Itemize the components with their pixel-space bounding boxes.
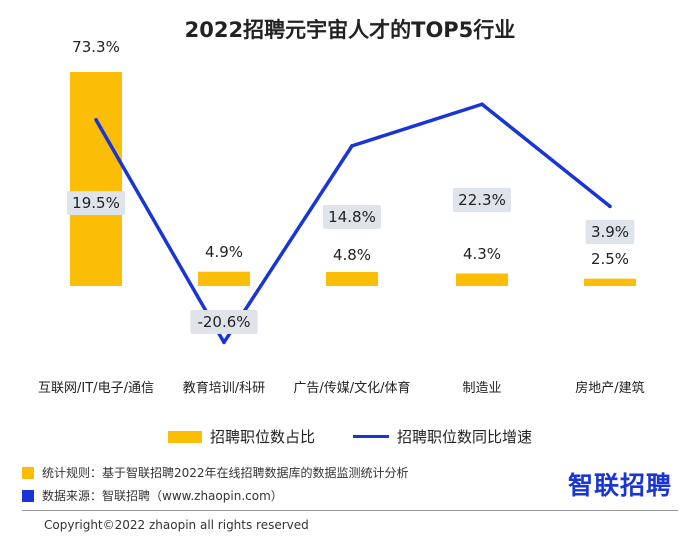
growth-point-0[interactable] xyxy=(94,117,98,122)
growth-label-0: 19.5% xyxy=(72,194,120,212)
bar-label-1: 4.9% xyxy=(205,243,243,261)
category-label-4: 房地产/建筑 xyxy=(575,380,644,396)
chart-plot: 73.3% 4.9% 4.8% 4.3% 2.5% 19.5% -20.6% 14.8% 22.… xyxy=(38,38,645,396)
bar-0[interactable] xyxy=(70,72,122,286)
footer-source: 数据来源：智联招聘（www.zhaopin.com） xyxy=(22,487,283,504)
category-label-3: 制造业 xyxy=(462,381,501,396)
legend: 招聘职位数占比 招聘职位数同比增速 xyxy=(0,426,700,447)
category-label-0: 互联网/IT/电子/通信 xyxy=(38,381,154,396)
growth-label-box-1 xyxy=(190,310,258,334)
chart-title: 2022招聘元宇宙人才的TOP5行业 xyxy=(184,18,516,42)
growth-label-2: 14.8% xyxy=(328,208,376,226)
growth-point-1[interactable] xyxy=(222,340,226,345)
category-label-1: 教育培训/科研 xyxy=(183,380,265,396)
source-marker xyxy=(22,489,34,502)
brand-logo: 智联招聘 xyxy=(567,471,672,500)
growth-label-4: 3.9% xyxy=(591,223,629,241)
legend-line-label: 招聘职位数同比增速 xyxy=(397,428,533,446)
category-label-2: 广告/传媒/文化/体育 xyxy=(293,380,410,396)
copyright: Copyright©2022 zhaopin all rights reserv… xyxy=(44,518,309,532)
growth-label-box-3 xyxy=(453,188,511,212)
growth-label-box-0 xyxy=(67,191,125,215)
legend-line-swatch xyxy=(353,435,389,438)
growth-point-2[interactable] xyxy=(350,144,354,148)
bar-label-0: 73.3% xyxy=(72,38,120,56)
growth-label-box-2 xyxy=(323,205,381,229)
footer-rule: 统计规则：基于智联招聘2022年在线招聘数据库的数据监测统计分析 xyxy=(22,464,409,481)
bar-4[interactable] xyxy=(584,278,636,286)
bar-label-2: 4.8% xyxy=(333,246,371,264)
bar-1[interactable] xyxy=(198,271,250,286)
growth-label-3: 22.3% xyxy=(458,191,506,209)
bar-label-4: 2.5% xyxy=(591,250,629,268)
growth-label-box-4 xyxy=(585,220,635,244)
legend-item-line[interactable]: 招聘职位数同比增速 xyxy=(353,426,532,447)
bar-2[interactable] xyxy=(326,271,378,286)
footer-divider xyxy=(22,510,678,511)
footer-source-text: 数据来源：智联招聘（www.zhaopin.com） xyxy=(42,489,283,503)
legend-item-bar[interactable]: 招聘职位数占比 xyxy=(167,426,315,447)
bar-3[interactable] xyxy=(456,273,508,286)
legend-bar-swatch xyxy=(167,430,202,443)
footer-rule-text: 统计规则：基于智联招聘2022年在线招聘数据库的数据监测统计分析 xyxy=(42,466,409,480)
growth-label-1: -20.6% xyxy=(197,313,250,331)
legend-bar-label: 招聘职位数占比 xyxy=(209,428,315,446)
growth-point-3[interactable] xyxy=(480,102,484,107)
rule-marker xyxy=(22,466,34,479)
bar-label-3: 4.3% xyxy=(463,245,501,263)
growth-point-4[interactable] xyxy=(608,204,612,209)
